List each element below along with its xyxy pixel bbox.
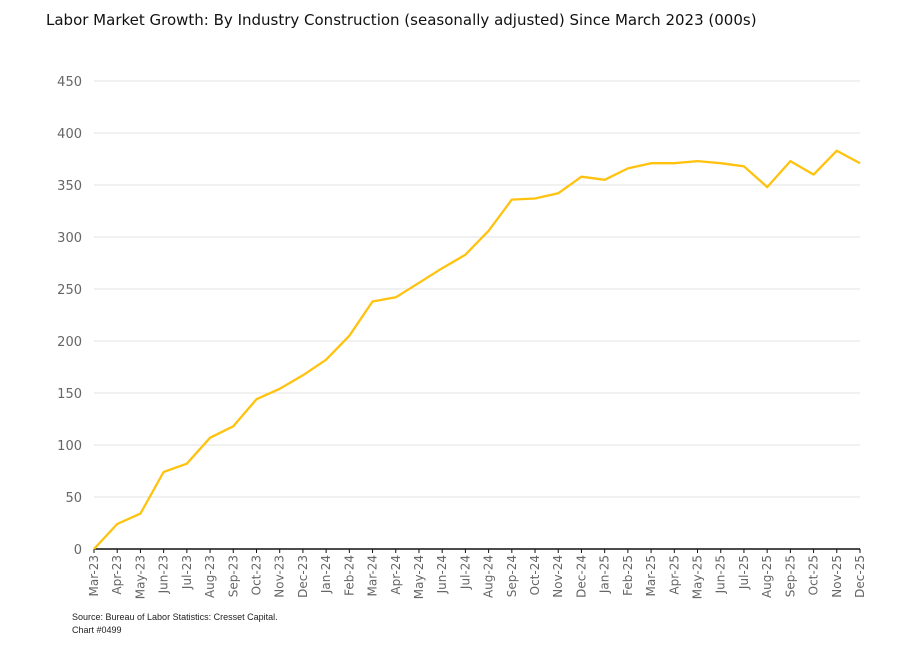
y-tick-label: 250 <box>57 283 82 298</box>
x-tick-label: Jul-24 <box>458 555 472 590</box>
x-tick-label: Sep-23 <box>226 555 240 597</box>
x-tick-label: Feb-24 <box>342 555 356 596</box>
x-tick-label: Mar-25 <box>644 555 658 596</box>
x-tick-label: Apr-24 <box>389 555 403 595</box>
x-tick-label: Dec-25 <box>853 555 867 598</box>
x-tick-label: Mar-23 <box>87 555 101 596</box>
x-tick-label: Dec-23 <box>296 555 310 598</box>
x-tick-label: Aug-23 <box>203 555 217 598</box>
x-tick-label: Aug-25 <box>760 555 774 598</box>
x-tick-label: Jul-23 <box>180 555 194 590</box>
x-tick-label: Mar-24 <box>366 555 380 596</box>
x-tick-label: Apr-25 <box>667 555 681 595</box>
series-line <box>93 149 861 550</box>
x-tick-label: Jul-25 <box>737 555 751 590</box>
x-tick-label: Sep-25 <box>783 555 797 597</box>
y-tick-label: 300 <box>57 231 82 246</box>
x-tick-label: Dec-24 <box>574 555 588 598</box>
y-tick-label: 450 <box>57 75 82 90</box>
y-tick-label: 50 <box>65 491 82 506</box>
y-tick-label: 0 <box>74 543 82 558</box>
x-tick-label: Nov-25 <box>830 555 844 598</box>
y-tick-label: 150 <box>57 387 82 402</box>
y-tick-label: 100 <box>57 439 82 454</box>
x-tick-label: Apr-23 <box>110 555 124 595</box>
x-tick-label: Oct-24 <box>528 555 542 595</box>
x-tick-label: Jun-23 <box>157 555 171 594</box>
x-tick-label: Feb-25 <box>621 555 635 596</box>
y-tick-label: 200 <box>57 335 82 350</box>
x-tick-label: May-23 <box>133 555 147 599</box>
chart-number: Chart #0499 <box>72 625 122 635</box>
x-tick-label: Aug-24 <box>482 555 496 598</box>
x-tick-label: May-24 <box>412 555 426 599</box>
x-tick-label: Nov-23 <box>273 555 287 598</box>
x-tick-label: Jan-24 <box>319 555 333 594</box>
x-tick-label: Oct-25 <box>807 555 821 595</box>
x-tick-label: Jun-25 <box>714 555 728 594</box>
x-tick-label: Sep-24 <box>505 555 519 597</box>
x-tick-label: May-25 <box>691 555 705 599</box>
y-tick-label: 400 <box>57 127 82 142</box>
x-tick-label: Jun-24 <box>435 555 449 594</box>
x-tick-label: Oct-23 <box>249 555 263 595</box>
x-tick-label: Nov-24 <box>551 555 565 598</box>
source-text: Source: Bureau of Labor Statistics: Cres… <box>72 612 278 622</box>
x-tick-label: Jan-25 <box>598 555 612 594</box>
y-tick-label: 350 <box>57 179 82 194</box>
chart-title: Labor Market Growth: By Industry Constru… <box>46 11 757 29</box>
source-note: Source: Bureau of Labor Statistics: Cres… <box>72 611 278 637</box>
